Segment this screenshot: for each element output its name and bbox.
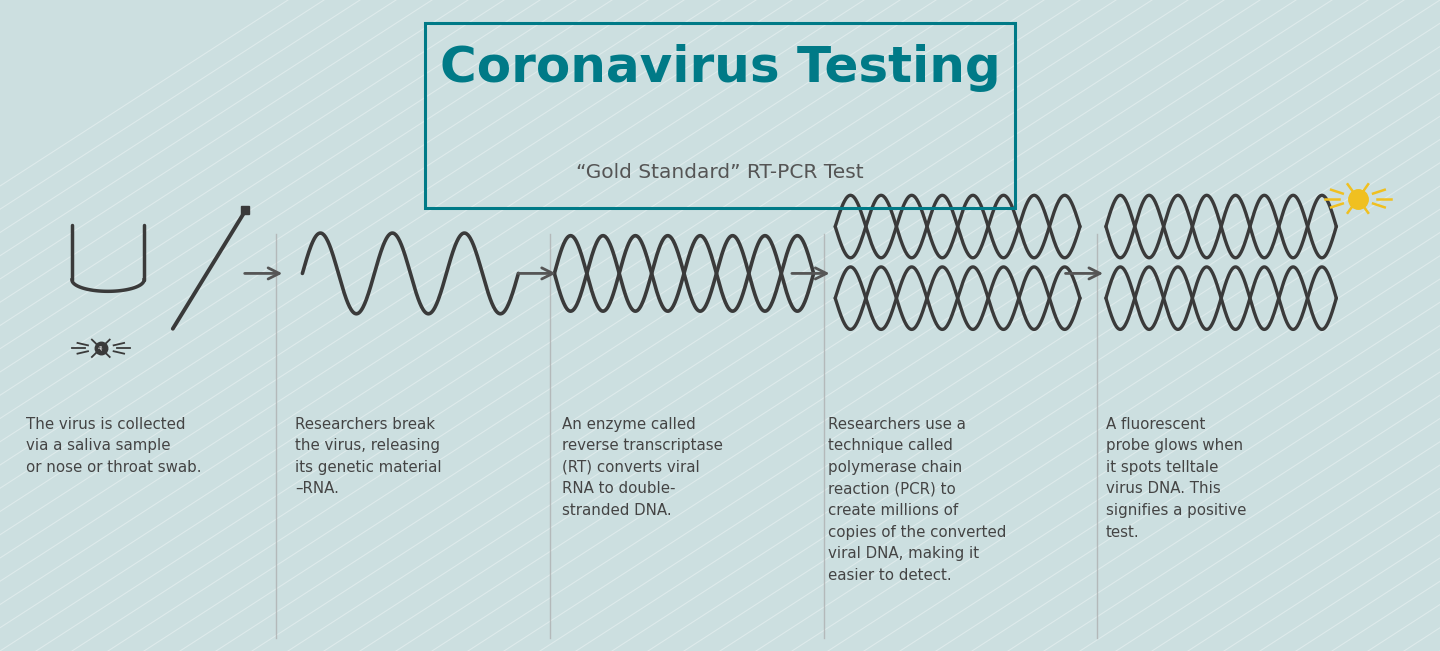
Text: The virus is collected
via a saliva sample
or nose or throat swab.: The virus is collected via a saliva samp… xyxy=(26,417,202,475)
Text: A fluorescent
probe glows when
it spots telltale
virus DNA. This
signifies a pos: A fluorescent probe glows when it spots … xyxy=(1106,417,1246,540)
Text: “Gold Standard” RT-PCR Test: “Gold Standard” RT-PCR Test xyxy=(576,163,864,182)
Text: 4): 4) xyxy=(98,346,104,351)
Text: Researchers break
the virus, releasing
its genetic material
–RNA.: Researchers break the virus, releasing i… xyxy=(295,417,442,497)
Text: Researchers use a
technique called
polymerase chain
reaction (PCR) to
create mil: Researchers use a technique called polym… xyxy=(828,417,1007,583)
Text: An enzyme called
reverse transcriptase
(RT) converts viral
RNA to double-
strand: An enzyme called reverse transcriptase (… xyxy=(562,417,723,518)
Text: Coronavirus Testing: Coronavirus Testing xyxy=(439,44,1001,92)
